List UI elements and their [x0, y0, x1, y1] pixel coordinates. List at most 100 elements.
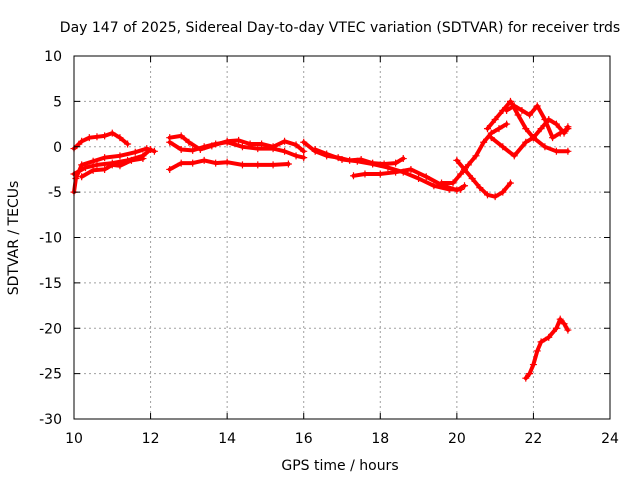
data-point-plus — [483, 125, 491, 133]
data-point-plus — [537, 338, 545, 346]
data-point-plus — [177, 159, 185, 167]
data-point-plus — [139, 155, 147, 163]
data-point-plus — [564, 123, 572, 131]
data-point-plus — [361, 170, 369, 178]
data-point-plus — [506, 179, 514, 187]
data-point-plus — [131, 148, 139, 156]
data-point-plus — [464, 161, 472, 169]
data-point-plus — [457, 170, 465, 178]
series-line-track-12 — [454, 158, 513, 199]
data-point-plus — [552, 147, 560, 155]
data-points — [70, 97, 572, 382]
data-point-plus — [223, 138, 231, 146]
data-point-plus — [560, 320, 568, 328]
data-point-plus — [185, 138, 193, 146]
data-point-plus — [212, 159, 220, 167]
data-point-plus — [101, 165, 109, 173]
data-point-plus — [461, 182, 469, 190]
data-point-plus — [116, 152, 124, 160]
x-tick-label: 20 — [448, 431, 466, 447]
data-point-plus — [93, 133, 101, 141]
y-tick-label: -5 — [48, 185, 62, 201]
data-point-plus — [338, 155, 346, 163]
series-line-track-15 — [489, 117, 570, 158]
data-point-plus — [549, 134, 557, 142]
data-point-plus — [284, 160, 292, 168]
series-line-track-1 — [72, 131, 130, 151]
data-point-plus — [552, 324, 560, 332]
chart-title: Day 147 of 2025, Sidereal Day-to-day VTE… — [60, 20, 620, 36]
data-point-plus — [127, 156, 135, 164]
x-tick-label: 22 — [525, 431, 543, 447]
data-point-plus — [300, 138, 308, 146]
data-point-plus — [476, 184, 484, 192]
data-point-plus — [430, 182, 438, 190]
data-point-plus — [281, 137, 289, 145]
y-tick-label: -30 — [39, 412, 62, 428]
data-point-plus — [269, 161, 277, 169]
data-point-plus — [483, 191, 491, 199]
data-point-plus — [85, 134, 93, 142]
data-point-plus — [392, 159, 400, 167]
data-point-plus — [235, 136, 243, 144]
data-point-plus — [556, 315, 564, 323]
data-point-plus — [116, 162, 124, 170]
x-tick-label: 18 — [371, 431, 389, 447]
data-point-plus — [189, 159, 197, 167]
data-point-plus — [384, 164, 392, 172]
data-point-plus — [254, 161, 262, 169]
y-tick-label: -20 — [39, 321, 62, 337]
data-point-plus — [407, 165, 415, 173]
series-line-track-7 — [167, 158, 291, 172]
data-point-plus — [212, 140, 220, 148]
x-tick-label: 14 — [218, 431, 236, 447]
x-tick-label: 10 — [65, 431, 83, 447]
data-point-plus — [150, 147, 158, 155]
data-point-plus — [200, 143, 208, 151]
data-point-plus — [545, 116, 553, 124]
data-point-plus — [166, 138, 174, 146]
data-point-plus — [292, 141, 300, 149]
data-point-plus — [526, 111, 534, 119]
data-point-plus — [281, 147, 289, 155]
tick-labels: 10 12 14 16 18 20 22 24 10 5 0 -5 -10 -15 -20 -25 -30 — [39, 49, 619, 447]
data-point-plus — [177, 145, 185, 153]
data-point-plus — [453, 156, 461, 164]
x-tick-label: 16 — [295, 431, 313, 447]
data-point-plus — [89, 166, 97, 174]
x-tick-label: 24 — [601, 431, 619, 447]
data-point-plus — [415, 175, 423, 183]
data-point-plus — [491, 193, 499, 201]
data-point-plus — [514, 111, 522, 119]
data-point-plus — [269, 145, 277, 153]
data-point-plus — [223, 158, 231, 166]
data-point-plus — [438, 179, 446, 187]
data-point-plus — [116, 134, 124, 142]
data-point-plus — [399, 155, 407, 163]
data-point-plus — [78, 173, 86, 181]
data-point-plus — [545, 333, 553, 341]
data-point-plus — [564, 326, 572, 334]
data-point-plus — [166, 165, 174, 173]
data-point-plus — [89, 157, 97, 165]
data-point-plus — [510, 152, 518, 160]
y-axis-title: SDTVAR / TECUs — [6, 181, 22, 296]
data-point-plus — [108, 129, 116, 137]
data-point-plus — [541, 143, 549, 151]
data-point-plus — [422, 173, 430, 181]
series-line-track-11 — [439, 122, 509, 185]
x-tick-label: 12 — [142, 431, 160, 447]
series-line-track-13 — [485, 99, 570, 154]
data-point-plus — [468, 175, 476, 183]
data-point-plus — [101, 154, 109, 162]
data-point-plus — [552, 120, 560, 128]
data-point-plus — [392, 168, 400, 176]
data-point-plus — [522, 138, 530, 146]
data-point-plus — [506, 97, 514, 105]
y-tick-label: 10 — [44, 49, 62, 65]
data-point-plus — [564, 147, 572, 155]
data-point-plus — [311, 145, 319, 153]
data-point-plus — [503, 106, 511, 114]
data-point-plus — [499, 143, 507, 151]
